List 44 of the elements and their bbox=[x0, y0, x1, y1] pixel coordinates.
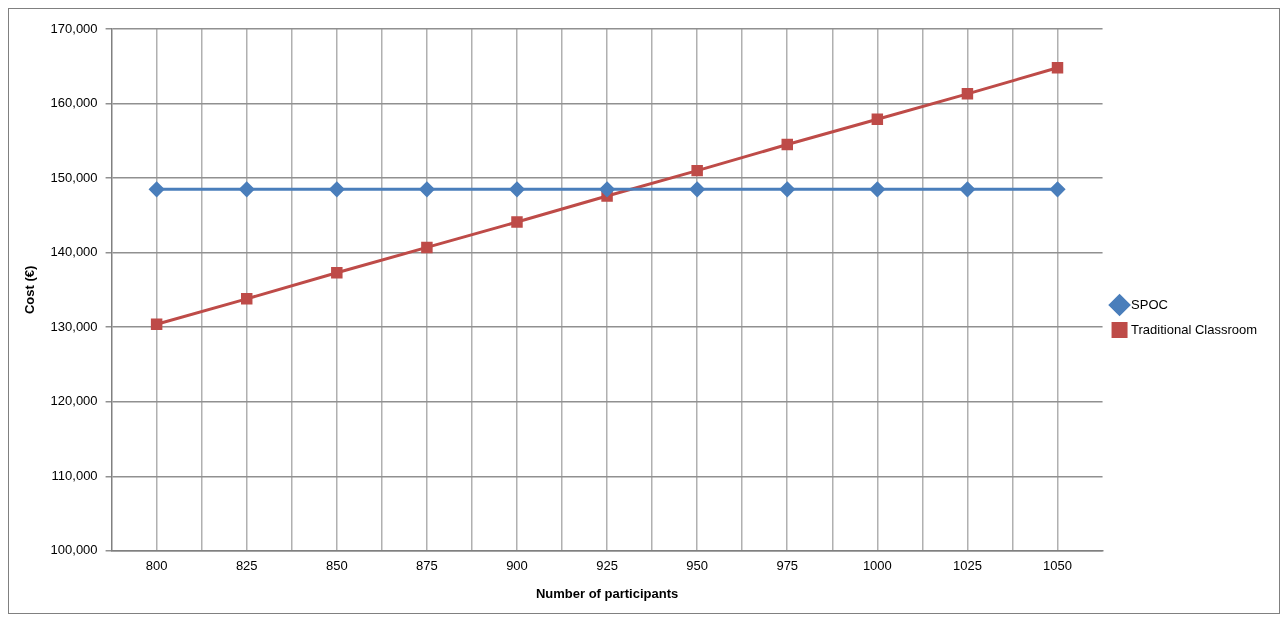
y-tick-label: 150,000 bbox=[50, 169, 98, 185]
y-tick-label: 130,000 bbox=[50, 318, 98, 334]
legend-label: SPOC bbox=[1131, 296, 1168, 312]
x-tick-label: 800 bbox=[145, 558, 168, 574]
y-axis-title: Cost (€) bbox=[22, 265, 38, 315]
point bbox=[871, 113, 884, 125]
point bbox=[779, 181, 795, 197]
point bbox=[509, 181, 525, 197]
x-tick-label: 1050 bbox=[1043, 558, 1072, 574]
x-tick-label: 850 bbox=[325, 558, 348, 574]
point bbox=[869, 181, 885, 197]
x-tick-label: 825 bbox=[235, 558, 258, 574]
point bbox=[1050, 181, 1066, 197]
x-tick-label: 950 bbox=[686, 558, 709, 574]
point bbox=[149, 181, 165, 197]
x-tick-label: 1025 bbox=[952, 558, 982, 574]
x-axis-title: Number of participants bbox=[535, 585, 679, 601]
point bbox=[150, 318, 163, 330]
point bbox=[691, 164, 703, 177]
point bbox=[689, 181, 705, 197]
point bbox=[421, 241, 433, 254]
x-tick-label: 1000 bbox=[862, 558, 892, 574]
point bbox=[239, 181, 255, 197]
y-tick-label: 110,000 bbox=[51, 467, 98, 483]
point bbox=[1051, 62, 1064, 74]
point bbox=[599, 181, 615, 197]
x-tick-label: 875 bbox=[416, 558, 438, 574]
x-tick-label: 975 bbox=[776, 558, 799, 574]
y-tick-label: 170,000 bbox=[50, 20, 98, 36]
point bbox=[781, 138, 793, 151]
y-tick-label: 160,000 bbox=[50, 95, 98, 111]
y-tick-label: 140,000 bbox=[50, 244, 98, 260]
point bbox=[329, 181, 345, 197]
point bbox=[511, 216, 523, 228]
y-tick-label: 120,000 bbox=[50, 393, 98, 409]
legend-label: Traditional Classroom bbox=[1131, 321, 1257, 337]
point bbox=[419, 181, 435, 197]
x-tick-label: 925 bbox=[596, 558, 618, 574]
x-tick-label: 900 bbox=[506, 558, 528, 574]
point bbox=[240, 293, 253, 305]
point bbox=[959, 181, 975, 197]
point bbox=[961, 88, 974, 100]
point bbox=[331, 267, 343, 279]
y-tick-label: 100,000 bbox=[50, 542, 98, 558]
